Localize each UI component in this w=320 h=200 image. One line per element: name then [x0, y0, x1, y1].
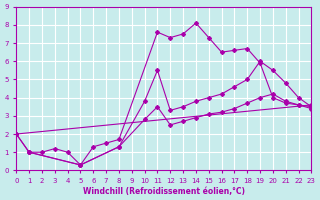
- X-axis label: Windchill (Refroidissement éolien,°C): Windchill (Refroidissement éolien,°C): [83, 187, 245, 196]
